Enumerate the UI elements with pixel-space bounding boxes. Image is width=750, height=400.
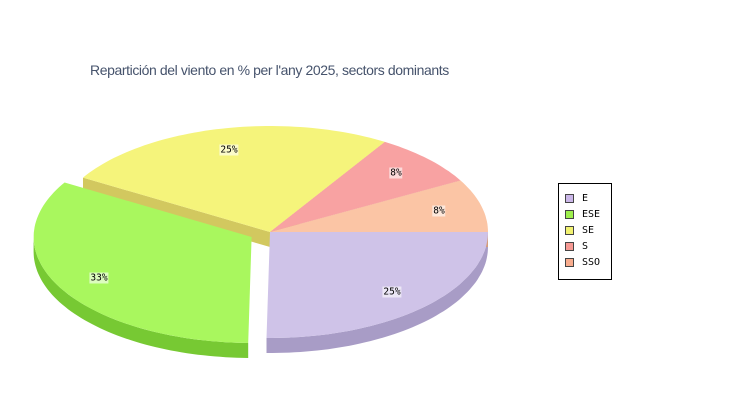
- pie-slice-E: [266, 232, 488, 338]
- chart-title: Repartición del viento en % per l'any 20…: [90, 62, 449, 78]
- pie-slice-SSO: [270, 180, 488, 232]
- legend-label-E: E: [582, 192, 589, 204]
- slice-value-label-ESE: 33%: [89, 272, 109, 284]
- pie-slice-rim-E: [266, 232, 488, 353]
- legend-item-E: E: [565, 192, 611, 204]
- legend-swatch-E: [565, 194, 574, 203]
- legend-swatch-S: [565, 242, 574, 251]
- slice-value-label-SE: 25%: [219, 144, 239, 156]
- legend: E ESE SE S SSO: [558, 183, 612, 280]
- legend-label-SSO: SSO: [582, 256, 601, 268]
- slice-value-label-S: 8%: [389, 167, 403, 179]
- pie-slice-SE: [83, 126, 385, 232]
- pie-slice-S: [270, 141, 461, 232]
- pie-slice-rim-ESE: [33, 237, 249, 358]
- legend-swatch-ESE: [565, 210, 574, 219]
- slice-value-label-SSO: 8%: [432, 205, 446, 217]
- legend-swatch-SSO: [565, 258, 574, 267]
- legend-item-S: S: [565, 240, 611, 252]
- legend-swatch-SE: [565, 226, 574, 235]
- legend-label-S: S: [582, 240, 589, 252]
- legend-label-ESE: ESE: [582, 208, 601, 220]
- legend-rows: E ESE SE S SSO: [565, 192, 611, 268]
- legend-label-SE: SE: [582, 224, 595, 236]
- legend-item-ESE: ESE: [565, 208, 611, 220]
- pie-slice-ESE: [33, 182, 252, 343]
- slice-value-label-E: 25%: [382, 286, 402, 298]
- legend-item-SE: SE: [565, 224, 611, 236]
- legend-item-SSO: SSO: [565, 256, 611, 268]
